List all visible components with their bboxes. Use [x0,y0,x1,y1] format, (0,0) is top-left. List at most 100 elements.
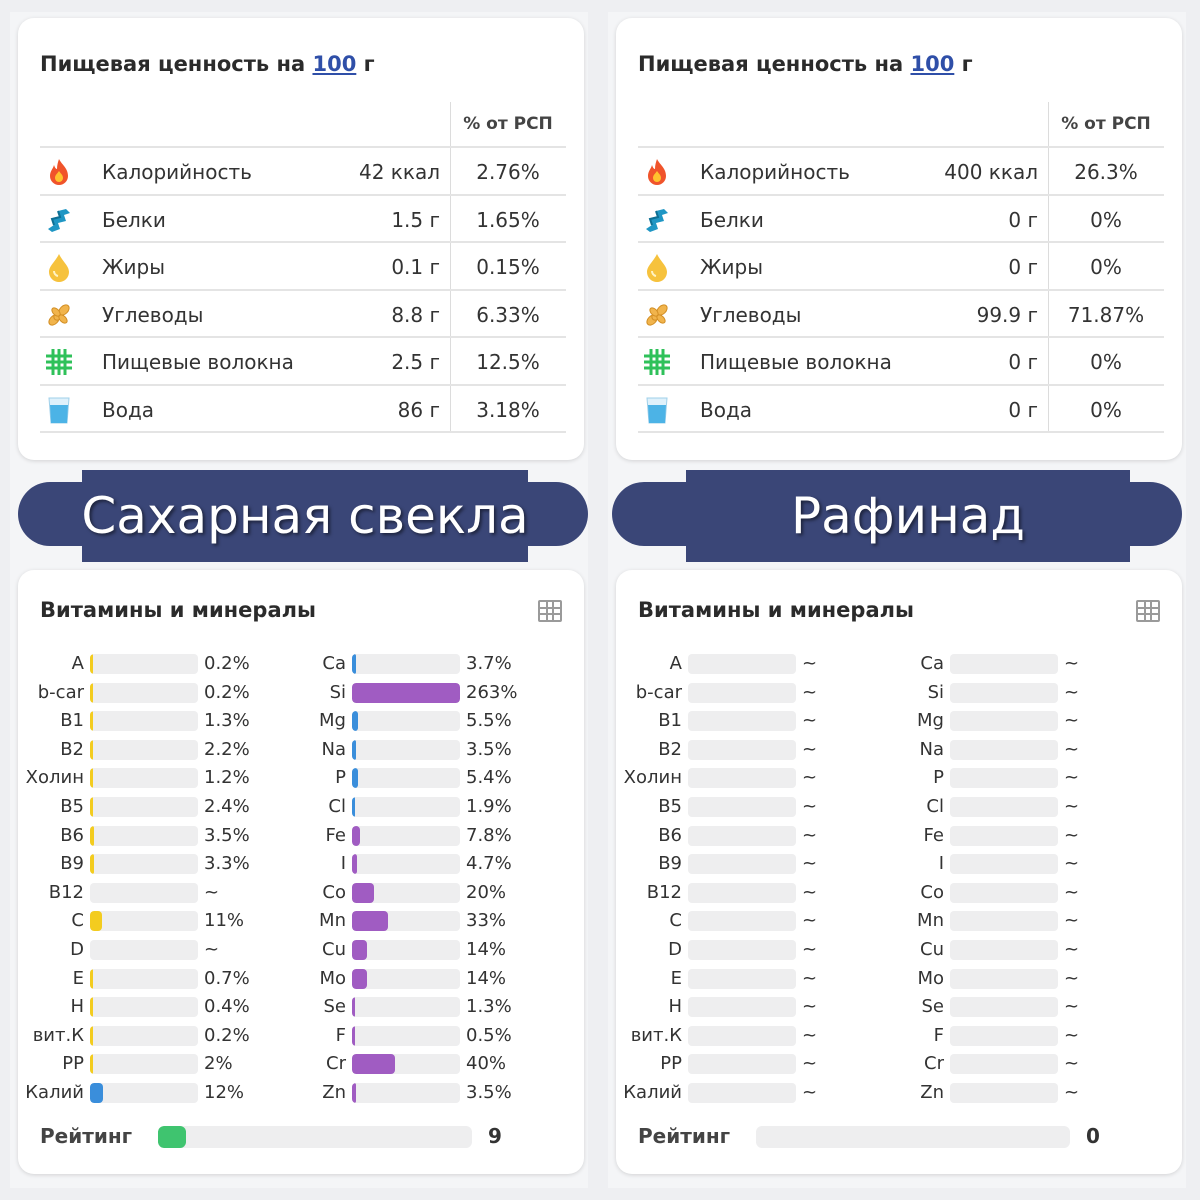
nutrient-row: Белки 0 г 0% [638,195,1164,243]
mineral-row: Cr 40% [260,1050,530,1078]
percent-value: 0.2% [204,653,250,674]
mineral-row: Cl ~ [858,793,1128,821]
rating-value: 0 [1086,1124,1100,1148]
rating-track [158,1126,472,1148]
progress-fill [352,911,388,932]
progress-track [352,911,460,932]
progress-fill [90,968,93,989]
nutrient-label: Si [927,681,944,703]
title-unit: г [961,52,973,76]
nutrition-table: % от РСП Калорийность 400 ккал 26.3% Белки 0 … [638,102,1164,433]
percent-value: 40% [466,1053,507,1075]
mineral-row: Cu ~ [858,936,1128,964]
serving-amount-link[interactable]: 100 [312,52,357,76]
table-view-icon[interactable] [538,600,562,622]
nutrient-label: Cl [926,796,944,817]
table-header: % от РСП [638,102,1164,148]
mineral-row: Mg 5.5% [260,707,530,735]
percent-value: ~ [1064,910,1080,932]
percent-value: ~ [1064,824,1080,846]
percent-value: ~ [1064,681,1080,703]
percent-value: ~ [802,853,818,875]
table-view-icon[interactable] [1136,600,1160,622]
protein-icon [642,205,672,235]
fiber-grid-icon [44,347,74,377]
vitamin-row: E 0.7% [0,965,268,993]
percent-value: 33% [466,910,507,932]
percent-value: 2.4% [204,796,250,817]
percent-value: ~ [802,710,818,732]
rating-value: 9 [488,1124,502,1148]
percent-value: ~ [802,1082,818,1103]
nutrient-label: B5 [60,796,84,817]
nutrient-pct: 2.76% [476,160,540,184]
progress-track [352,654,460,674]
nutrient-label: Калий [25,1082,84,1103]
progress-track [950,825,1058,846]
nutrition-card: Пищевая ценность на 100 г % от РСП Калорий… [18,18,584,460]
vitamin-row: PP 2% [0,1050,268,1078]
nutrient-label: Mn [917,910,944,932]
nutrient-label: Zn [920,1082,944,1103]
nutrient-label: I [938,853,944,875]
vitamin-row: Калий ~ [596,1079,866,1107]
vitamin-row: E ~ [596,965,866,993]
nutrient-label: Si [329,681,346,703]
nutrient-pct: 0% [1090,397,1122,422]
nutrient-label: Na [321,738,347,760]
progress-track [950,739,1058,760]
progress-track [90,711,198,732]
progress-fill [352,1054,396,1075]
nutrient-label: F [335,1024,346,1046]
progress-track [688,1054,796,1075]
progress-track [352,768,460,789]
nutrient-label: C [71,910,84,932]
vitamin-row: b-car 0.2% [0,679,268,707]
nutrient-name: Белки [102,207,166,232]
nutrient-label: E [670,967,682,989]
progress-fill [90,768,93,789]
vitamin-row: B6 3.5% [0,822,268,850]
progress-fill [352,739,356,760]
percent-value: ~ [802,796,818,817]
nutrient-label: b-car [37,681,84,703]
nutrient-label: B2 [658,738,682,760]
nutrient-label: D [70,939,84,960]
percent-value: 0.7% [204,967,250,989]
nutrient-label: B12 [48,881,84,903]
nutrient-label: Cl [328,796,346,817]
progress-fill [352,854,358,875]
percent-value: 12% [204,1082,245,1103]
mineral-row: Mg ~ [858,707,1128,735]
percent-value: ~ [802,824,818,846]
nutrient-value: 400 ккал [944,160,1038,184]
nutrient-label: F [933,1024,944,1046]
nutrient-row: Углеводы 99.9 г 71.87% [638,290,1164,338]
nutrient-name: Жиры [700,255,764,279]
nutrient-name: Пищевые волокна [700,350,892,374]
progress-track [950,940,1058,960]
mineral-row: F 0.5% [260,1022,530,1050]
nutrient-value: 1.5 г [391,207,440,232]
nutrient-label: Mn [319,910,346,932]
nutrient-label: Mg [319,710,346,732]
progress-track [950,654,1058,674]
progress-track [90,1025,198,1046]
nutrient-row: Калорийность 42 ккал 2.76% [40,148,566,196]
nutrient-row: Пищевые волокна 0 г 0% [638,338,1164,386]
nutrient-label: Mo [917,967,944,989]
rating-fill [158,1126,187,1148]
nutrient-value: 2.5 г [391,350,440,374]
nutrient-value: 86 г [397,397,440,422]
progress-track [950,1083,1058,1103]
progress-fill [90,682,93,703]
vitamin-row: вит.К ~ [596,1022,866,1050]
column-divider [1048,102,1049,146]
nutrient-name: Калорийность [700,160,850,184]
serving-amount-link[interactable]: 100 [910,52,955,76]
progress-track [90,654,198,674]
progress-fill [352,825,361,846]
mineral-row: Se ~ [858,993,1128,1021]
title-prefix: Пищевая ценность на [40,52,306,76]
percent-value: 5.5% [466,710,512,732]
